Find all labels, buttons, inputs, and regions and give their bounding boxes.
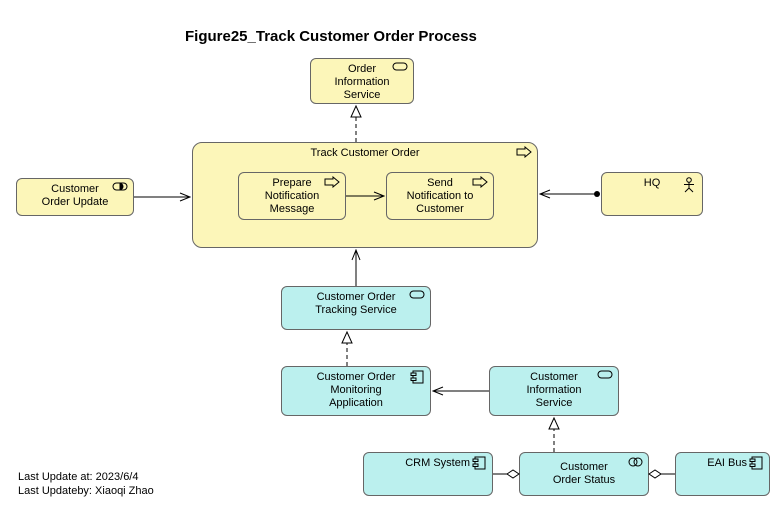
process-arrow-icon	[516, 146, 532, 158]
node-label: Track Customer Order	[193, 147, 537, 160]
node-label: CustomerOrder Update	[28, 183, 123, 209]
pill-icon	[392, 62, 408, 74]
node-prepare-msg: PrepareNotificationMessage	[238, 172, 346, 220]
footer-line1: Last Update at: 2023/6/4	[18, 470, 154, 484]
footer-line2: Last Updateby: Xiaoqi Zhao	[18, 484, 154, 498]
component-icon	[471, 456, 487, 468]
node-label: EAI Bus	[707, 457, 747, 470]
node-send-msg: SendNotification toCustomer	[386, 172, 494, 220]
process-arrow-icon	[472, 176, 488, 188]
node-monitoring-app: Customer OrderMonitoringApplication	[281, 366, 431, 416]
pill-icon	[409, 290, 425, 302]
event-icon	[112, 182, 128, 194]
actor-icon	[681, 177, 697, 189]
node-crm-system: CRM System	[363, 452, 493, 496]
node-label: Customer OrderTracking Service	[301, 291, 411, 317]
footer: Last Update at: 2023/6/4 Last Updateby: …	[18, 470, 154, 499]
component-icon	[409, 370, 425, 382]
interface-icon	[627, 456, 643, 468]
node-label: CustomerInformationService	[512, 371, 595, 411]
diagram-title: Figure25_Track Customer Order Process	[185, 28, 477, 45]
pill-icon	[597, 370, 613, 382]
node-tracking-service: Customer OrderTracking Service	[281, 286, 431, 330]
component-icon	[748, 456, 764, 468]
node-order-info-service: OrderInformationService	[310, 58, 414, 104]
node-eai-bus: EAI Bus	[675, 452, 770, 496]
node-label: CustomerOrder Status	[539, 457, 629, 487]
node-label: Customer OrderMonitoringApplication	[303, 371, 410, 411]
node-label: CRM System	[405, 457, 470, 470]
node-label: PrepareNotificationMessage	[251, 177, 333, 217]
process-arrow-icon	[324, 176, 340, 188]
node-customer-update: CustomerOrder Update	[16, 178, 134, 216]
node-customer-info-service: CustomerInformationService	[489, 366, 619, 416]
node-customer-order-status: CustomerOrder Status	[519, 452, 649, 496]
node-hq: HQ	[601, 172, 703, 216]
